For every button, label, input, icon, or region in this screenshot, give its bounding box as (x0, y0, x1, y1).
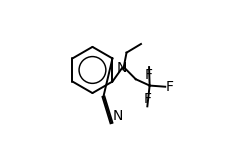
Text: F: F (143, 92, 151, 106)
Text: N: N (112, 109, 123, 123)
Text: N: N (116, 61, 127, 75)
Text: F: F (165, 80, 173, 94)
Text: F: F (144, 68, 152, 82)
